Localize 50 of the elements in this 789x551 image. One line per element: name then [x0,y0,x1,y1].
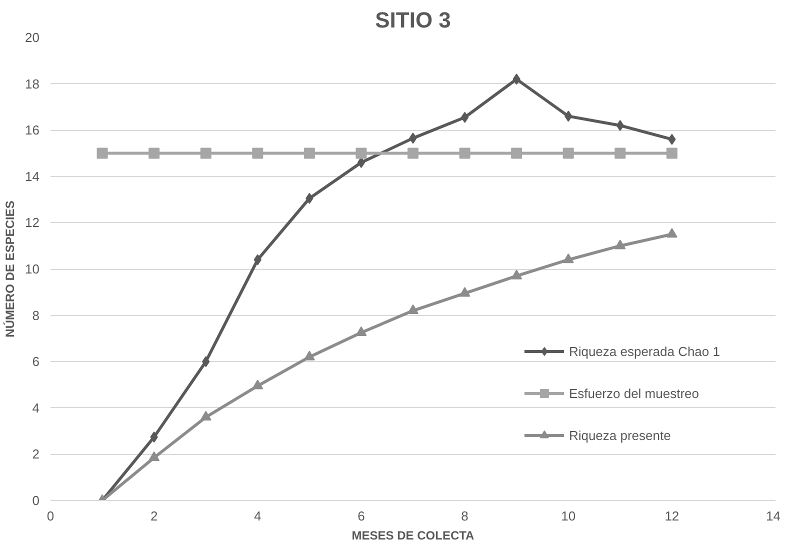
y-tick-label: 10 [25,262,40,276]
y-tick-label: 18 [25,76,40,92]
y-tick-label: 0 [32,493,40,508]
y-tick-label: 4 [32,400,40,416]
x-axis-title: MESES DE COLECTA [352,528,475,542]
point [148,451,160,462]
point [459,148,470,159]
chart-title: SITIO 3 [375,8,451,32]
point [408,148,418,159]
y-tick-label: 20 [25,30,40,45]
x-tick-label: 2 [150,508,158,524]
point [562,253,574,264]
x-tick-label: 12 [664,508,680,524]
point [356,326,367,336]
x-tick-label: 14 [766,508,781,524]
point [562,148,574,159]
point [459,287,470,297]
y-tick-label: 12 [25,215,40,230]
point [408,304,418,314]
legend-label: Esfuerzo del muestreo [568,386,700,400]
point [148,148,160,159]
x-tick-label: 0 [46,508,54,524]
point [511,148,522,159]
x-tick-label: 10 [561,508,576,524]
point [252,380,264,390]
x-tick-label: 6 [358,508,365,524]
point [666,228,678,238]
x-tick-label: 8 [461,508,468,524]
point [356,148,367,159]
point [304,350,315,360]
point [252,148,264,159]
y-axis-title: NÚMERO DE ESPECIES [3,200,18,338]
point [666,148,678,159]
point [357,157,366,168]
point [96,148,108,159]
point [511,270,522,280]
point [614,240,626,250]
x-tick-label: 4 [254,508,262,524]
legend-label: Riqueza presente [568,428,671,442]
y-tick-label: 16 [25,122,40,138]
y-tick-label: 6 [32,354,40,370]
y-tick-label: 2 [32,446,40,462]
point [200,148,212,159]
point [200,410,212,421]
point [304,148,315,159]
point [614,148,626,159]
y-tick-label: 14 [25,168,40,184]
legend-label: Riqueza esperada Chao 1 [568,344,720,358]
y-tick-label: 8 [32,308,40,323]
point [460,112,469,123]
